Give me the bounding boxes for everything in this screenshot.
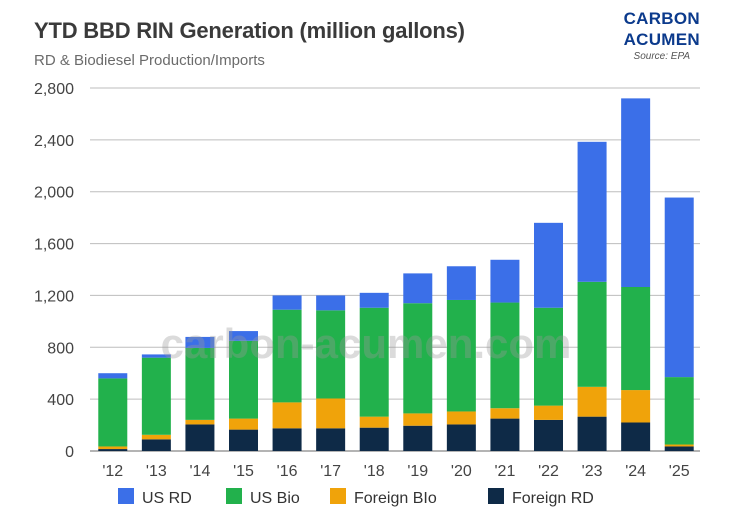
legend-label-us-rd: US RD (142, 490, 192, 507)
x-tick-label: '13 (146, 463, 167, 480)
bar-us-rd (316, 295, 346, 311)
y-tick-label: 1,200 (34, 288, 74, 305)
bar-us-bio (141, 357, 171, 435)
bar-foreign-bio (229, 418, 258, 430)
x-tick-label: '25 (669, 463, 690, 480)
bar-foreign-rd (141, 439, 171, 451)
bar-us-bio (621, 287, 651, 391)
bar-us-rd (185, 336, 215, 348)
bar-foreign-rd (621, 422, 651, 451)
bar-foreign-rd (534, 419, 563, 451)
bar-us-bio (185, 347, 215, 420)
x-tick-label: '22 (538, 463, 559, 480)
bar-us-rd (490, 259, 520, 303)
x-tick-label: '18 (364, 463, 385, 480)
x-tick-label: '15 (233, 463, 254, 480)
bar-us-rd (664, 197, 694, 378)
bar-us-rd (534, 222, 563, 308)
bar-us-rd (272, 295, 302, 310)
bar-us-rd (621, 98, 651, 288)
legend-swatch-us-bio (226, 488, 242, 504)
y-tick-label: 0 (65, 444, 74, 461)
legend-label-foreign-rd: Foreign RD (512, 490, 594, 507)
legend-label-us-bio: US Bio (250, 490, 300, 507)
chart-subtitle: RD & Biodiesel Production/Imports (34, 52, 265, 69)
bar-us-rd (141, 354, 171, 358)
legend-label-foreign-bio: Foreign BIo (354, 490, 437, 507)
bar-us-rd (403, 273, 433, 304)
bar-foreign-rd (446, 424, 476, 451)
y-tick-label: 2,400 (34, 133, 74, 150)
bar-foreign-bio (621, 390, 651, 423)
gridlines (90, 87, 700, 452)
bar-foreign-rd (403, 425, 433, 451)
bar-foreign-rd (316, 428, 346, 451)
bar-us-bio (490, 302, 520, 409)
brand-line-1: CARBON (623, 9, 700, 28)
bar-foreign-rd (490, 418, 520, 451)
bar-us-bio (98, 378, 128, 447)
bar-foreign-bio (577, 386, 607, 417)
bar-us-bio (534, 307, 563, 406)
bar-us-bio (403, 303, 433, 414)
bar-foreign-rd (229, 429, 258, 451)
y-tick-label: 800 (47, 340, 74, 357)
x-tick-label: '16 (277, 463, 298, 480)
y-tick-label: 2,000 (34, 185, 74, 202)
brand-line-2: ACUMEN (623, 30, 700, 49)
x-tick-label: '21 (494, 463, 515, 480)
x-tick-label: '23 (582, 463, 603, 480)
bar-foreign-bio (664, 444, 694, 447)
bar-foreign-bio (272, 402, 302, 429)
bar-us-bio (272, 309, 302, 403)
bar-foreign-rd (98, 449, 128, 451)
bar-foreign-bio (359, 416, 389, 428)
bar-foreign-rd (359, 427, 389, 451)
x-tick-label: '17 (320, 463, 341, 480)
bar-us-bio (359, 307, 389, 417)
bar-foreign-rd (272, 428, 302, 451)
x-axis-ticks: '12 '13 '14 '15 '16 '17 '18 '19 '20 '21 '22 '23 '24 '… (102, 463, 689, 480)
x-tick-label: '20 (451, 463, 472, 480)
bar-foreign-bio (446, 411, 476, 425)
bar-foreign-rd (664, 446, 694, 451)
x-tick-label: '24 (625, 463, 646, 480)
bar-foreign-bio (141, 434, 171, 440)
bar-us-rd (577, 141, 607, 282)
bar-foreign-rd (577, 416, 607, 451)
brand-logo: CARBON ACUMEN Source: EPA (624, 8, 700, 62)
bar-us-bio (446, 299, 476, 412)
bar-us-rd (446, 266, 476, 300)
bar-foreign-bio (403, 413, 433, 426)
y-axis-ticks: 0 400 800 1,200 1,600 2,000 2,400 2,800 (34, 81, 74, 461)
source-note: Source: EPA (633, 51, 691, 62)
legend-swatch-foreign-rd (488, 488, 504, 504)
bar-foreign-rd (185, 424, 215, 451)
bar-foreign-bio (534, 405, 563, 420)
bar-us-bio (664, 377, 694, 445)
bar-us-bio (577, 281, 607, 387)
legend: US RD US Bio Foreign BIo Foreign RD (118, 488, 594, 507)
bars (98, 98, 694, 451)
legend-swatch-foreign-bio (330, 488, 346, 504)
bar-us-rd (98, 373, 128, 379)
bar-foreign-bio (185, 419, 215, 425)
legend-swatch-us-rd (118, 488, 134, 504)
bar-us-rd (359, 292, 389, 308)
x-tick-label: '14 (189, 463, 210, 480)
x-tick-label: '12 (102, 463, 123, 480)
x-tick-label: '19 (407, 463, 428, 480)
bar-foreign-bio (316, 398, 346, 429)
bar-foreign-bio (490, 408, 520, 419)
bar-us-bio (316, 310, 346, 399)
y-tick-label: 2,800 (34, 81, 74, 98)
watermark: carbon-acumen.com (161, 320, 572, 367)
bar-us-rd (229, 331, 258, 341)
bar-foreign-bio (98, 446, 128, 450)
y-tick-label: 400 (47, 392, 74, 409)
bar-us-bio (229, 340, 258, 419)
chart-title: YTD BBD RIN Generation (million gallons) (34, 18, 465, 43)
y-tick-label: 1,600 (34, 237, 74, 254)
